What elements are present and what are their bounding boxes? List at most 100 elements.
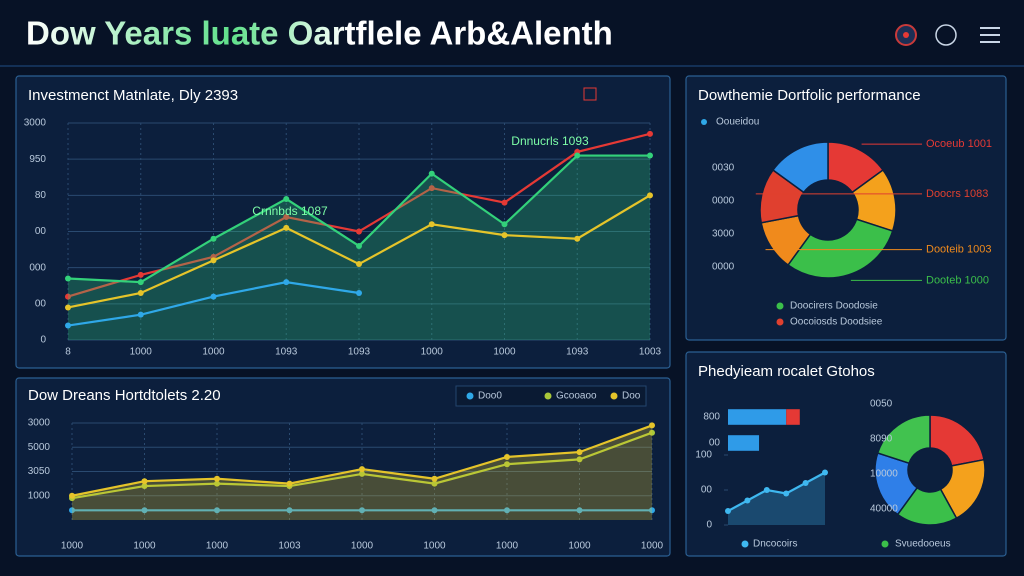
y-tick-label: 950 (29, 154, 46, 165)
slice-label: Dooteb 1000 (926, 274, 989, 286)
point (649, 507, 655, 514)
y-tick-label: 800 (703, 412, 720, 423)
panel-icon[interactable] (583, 87, 597, 101)
y-tick-label: 00 (701, 485, 713, 496)
point (649, 422, 655, 429)
point (283, 224, 290, 231)
legend-dot (544, 392, 552, 400)
point (137, 271, 144, 278)
point (428, 170, 435, 177)
point (286, 507, 293, 514)
point (214, 480, 220, 487)
legend-dot (881, 540, 889, 548)
point (822, 469, 828, 476)
point (647, 152, 653, 159)
legend-dot (466, 392, 474, 400)
x-tick-label: 1093 (275, 347, 298, 358)
point (763, 487, 770, 493)
x-tick-label: 1093 (348, 347, 371, 358)
point (576, 507, 583, 514)
side-label: 10000 (870, 469, 898, 480)
y-tick-label: 1000 (28, 490, 51, 501)
x-tick-label: 1000 (206, 541, 229, 552)
point (359, 470, 365, 477)
x-tick-label: 1000 (568, 541, 591, 552)
point (504, 507, 510, 514)
area (72, 425, 652, 520)
legend-dot (776, 302, 784, 310)
pie-slice (876, 414, 931, 465)
record-dot (903, 32, 909, 38)
x-tick-label: 1003 (639, 347, 662, 358)
point (356, 289, 362, 296)
point (576, 456, 583, 463)
y-tick-label: 5000 (28, 442, 51, 453)
legend-label: Dncocoirs (753, 539, 797, 550)
side-label: 3000 (712, 229, 735, 240)
slice-label: Doocrs 1083 (926, 188, 988, 200)
y-tick-label: 00 (35, 298, 47, 309)
point (802, 480, 809, 486)
point (283, 214, 290, 221)
panel-title: Dow Dreans Hortdtolets 2.20 (28, 387, 221, 404)
point (356, 228, 362, 235)
point (283, 195, 290, 202)
slice-label: Dooteib 1003 (926, 244, 991, 256)
bar (786, 409, 800, 425)
y-tick-label: 00 (709, 438, 721, 449)
point (141, 483, 148, 490)
point (574, 152, 581, 159)
point (356, 261, 362, 268)
point (647, 192, 653, 199)
x-tick-label: 1000 (351, 541, 374, 552)
annotation: Crnnbds 1087 (252, 204, 328, 218)
slice-label: Ocoeub 1001 (926, 138, 992, 150)
x-tick-label: 1000 (493, 347, 516, 358)
point (69, 507, 75, 514)
y-tick-label: 00 (35, 226, 47, 237)
point (210, 235, 217, 242)
point (501, 221, 508, 228)
panel-title: Dowthemie Dortfolic performance (698, 87, 921, 104)
point (431, 480, 438, 487)
point (214, 475, 220, 482)
point (137, 289, 144, 296)
x-tick-label: 1003 (278, 541, 301, 552)
point (501, 199, 508, 206)
page-title: Dow Years luate Oartflele Arb&Alenth (26, 15, 613, 52)
x-tick-label: 1000 (496, 541, 519, 552)
side-label: 8090 (870, 434, 893, 445)
point (504, 461, 510, 468)
point (359, 466, 365, 473)
point (210, 293, 217, 300)
point (431, 507, 438, 514)
point (501, 232, 508, 239)
x-tick-label: 1000 (423, 541, 446, 552)
point (744, 497, 751, 504)
panel-title: Phedyieam rocalet Gtohos (698, 363, 875, 380)
point (210, 257, 217, 264)
point (283, 279, 290, 286)
settings-icon[interactable] (935, 24, 957, 46)
bar (728, 435, 760, 451)
legend-label: Doo0 (478, 391, 502, 402)
point (286, 480, 293, 487)
point (428, 221, 435, 228)
x-tick-label: 1000 (130, 347, 153, 358)
point (647, 130, 653, 137)
panel (15, 75, 671, 369)
side-label: 0000 (712, 196, 735, 207)
y-tick-label: 100 (695, 450, 712, 461)
menu-icon[interactable] (980, 27, 1000, 43)
side-label: 0000 (712, 262, 735, 273)
y-tick-label: 0 (40, 335, 46, 346)
point (137, 279, 144, 286)
annotation: Dnnucrls 1093 (511, 134, 589, 148)
point (504, 453, 510, 460)
point (65, 275, 71, 282)
line (727, 471, 826, 512)
point (725, 508, 731, 514)
legend-dot (701, 119, 707, 125)
x-tick-label: 1000 (133, 541, 156, 552)
